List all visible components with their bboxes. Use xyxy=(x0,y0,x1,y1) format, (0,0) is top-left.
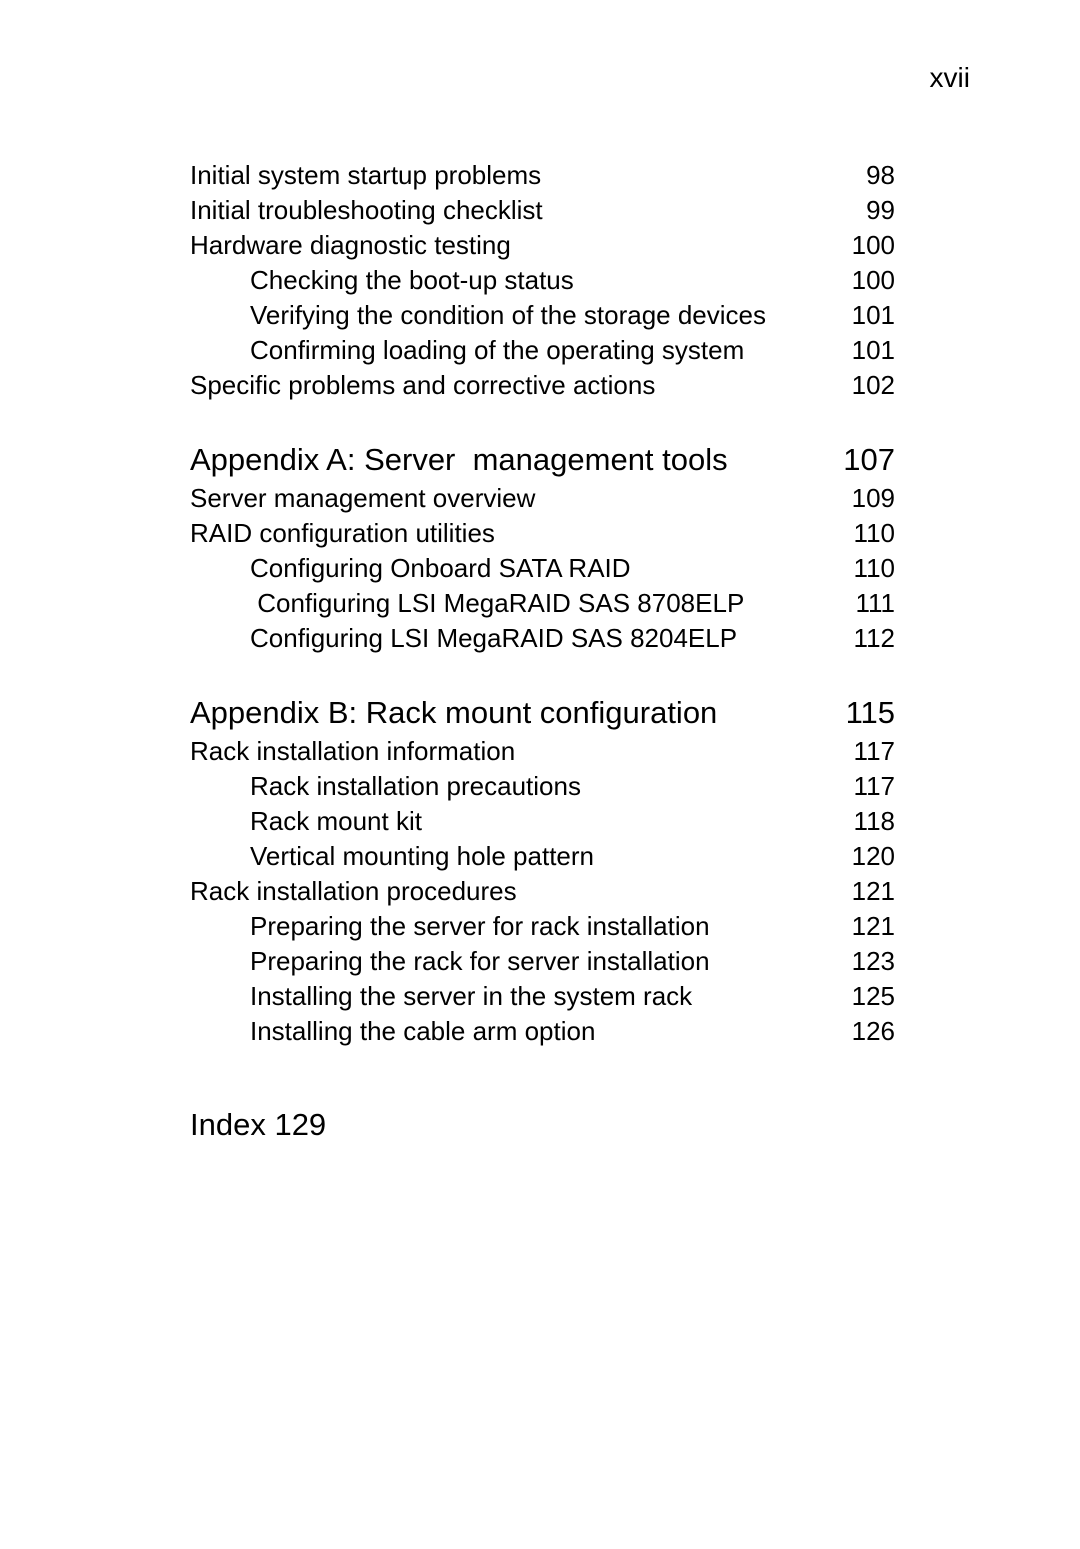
toc-heading-page: 107 xyxy=(825,439,895,481)
toc-entry-label: Preparing the server for rack installati… xyxy=(190,909,710,944)
index-heading-label: Index 129 xyxy=(190,1107,326,1142)
toc-entry-label: Confirming loading of the operating syst… xyxy=(190,333,744,368)
toc-entry-page: 100 xyxy=(825,263,895,298)
toc-entry-label: Configuring Onboard SATA RAID xyxy=(190,551,631,586)
toc-heading-label: Appendix B: Rack mount configuration xyxy=(190,692,717,734)
toc-heading: Appendix B: Rack mount configuration 115 xyxy=(190,692,895,734)
toc-entry-label: Hardware diagnostic testing xyxy=(190,228,511,263)
toc-entry: Verifying the condition of the storage d… xyxy=(190,298,895,333)
toc-entry: Configuring LSI MegaRAID SAS 8204ELP 112 xyxy=(190,621,895,656)
toc-entry-page: 123 xyxy=(825,944,895,979)
toc-entry: Initial system startup problems 98 xyxy=(190,158,895,193)
toc-content: Initial system startup problems 98 Initi… xyxy=(190,158,895,1146)
toc-entry-page: 121 xyxy=(825,874,895,909)
toc-entry-label: Checking the boot-up status xyxy=(190,263,574,298)
toc-entry-label: Installing the server in the system rack xyxy=(190,979,692,1014)
toc-entry: Rack mount kit 118 xyxy=(190,804,895,839)
toc-entry: Preparing the rack for server installati… xyxy=(190,944,895,979)
toc-entry-label: Installing the cable arm option xyxy=(190,1014,595,1049)
toc-entry-page: 110 xyxy=(825,516,895,551)
toc-entry-page: 101 xyxy=(825,298,895,333)
toc-entry: Specific problems and corrective actions… xyxy=(190,368,895,403)
toc-entry-label: Specific problems and corrective actions xyxy=(190,368,655,403)
toc-entry: Confirming loading of the operating syst… xyxy=(190,333,895,368)
toc-entry: Rack installation procedures 121 xyxy=(190,874,895,909)
index-heading: Index 129 xyxy=(190,1104,895,1146)
toc-entry-page: 117 xyxy=(825,734,895,769)
toc-entry-page: 118 xyxy=(825,804,895,839)
toc-entry-label: Rack installation information xyxy=(190,734,515,769)
toc-entry: Rack installation information 117 xyxy=(190,734,895,769)
section-gap xyxy=(190,656,895,692)
toc-entry: Configuring LSI MegaRAID SAS 8708ELP 111 xyxy=(190,586,895,621)
toc-entry: Configuring Onboard SATA RAID 110 xyxy=(190,551,895,586)
toc-entry: Initial troubleshooting checklist 99 xyxy=(190,193,895,228)
toc-entry-page: 125 xyxy=(825,979,895,1014)
toc-entry: Vertical mounting hole pattern 120 xyxy=(190,839,895,874)
toc-entry-label: RAID configuration utilities xyxy=(190,516,495,551)
toc-entry-page: 99 xyxy=(825,193,895,228)
toc-heading: Appendix A: Server management tools 107 xyxy=(190,439,895,481)
toc-entry-label: Rack installation procedures xyxy=(190,874,517,909)
toc-entry: Checking the boot-up status 100 xyxy=(190,263,895,298)
toc-heading-label: Appendix A: Server management tools xyxy=(190,439,728,481)
toc-entry: RAID configuration utilities 110 xyxy=(190,516,895,551)
toc-section-2: Appendix B: Rack mount configuration 115… xyxy=(190,692,895,1049)
toc-entry-label: Preparing the rack for server installati… xyxy=(190,944,710,979)
toc-entry-label: Configuring LSI MegaRAID SAS 8708ELP xyxy=(190,586,744,621)
page-number: xvii xyxy=(930,62,970,94)
toc-entry-label: Server management overview xyxy=(190,481,535,516)
toc-entry-page: 117 xyxy=(825,769,895,804)
toc-entry-page: 102 xyxy=(825,368,895,403)
toc-section-1: Appendix A: Server management tools 107 … xyxy=(190,439,895,656)
page-root: xvii Initial system startup problems 98 … xyxy=(0,0,1080,1549)
toc-heading-page: 115 xyxy=(825,692,895,734)
toc-entry-label: Configuring LSI MegaRAID SAS 8204ELP xyxy=(190,621,737,656)
toc-entry-page: 109 xyxy=(825,481,895,516)
toc-entry-label: Rack installation precautions xyxy=(190,769,581,804)
toc-entry-label: Initial troubleshooting checklist xyxy=(190,193,543,228)
toc-entry-page: 98 xyxy=(825,158,895,193)
toc-entry: Installing the server in the system rack… xyxy=(190,979,895,1014)
toc-entry: Installing the cable arm option 126 xyxy=(190,1014,895,1049)
toc-entry-page: 121 xyxy=(825,909,895,944)
toc-entry-label: Vertical mounting hole pattern xyxy=(190,839,594,874)
toc-section-0: Initial system startup problems 98 Initi… xyxy=(190,158,895,403)
toc-entry: Rack installation precautions 117 xyxy=(190,769,895,804)
toc-entry-page: 120 xyxy=(825,839,895,874)
toc-entry: Preparing the server for rack installati… xyxy=(190,909,895,944)
toc-entry-page: 110 xyxy=(825,551,895,586)
toc-entry-page: 126 xyxy=(825,1014,895,1049)
toc-entry-label: Rack mount kit xyxy=(190,804,422,839)
toc-entry: Server management overview 109 xyxy=(190,481,895,516)
toc-entry: Hardware diagnostic testing 100 xyxy=(190,228,895,263)
section-gap xyxy=(190,403,895,439)
toc-entry-page: 112 xyxy=(825,621,895,656)
toc-entry-page: 111 xyxy=(825,586,895,621)
toc-entry-page: 100 xyxy=(825,228,895,263)
toc-entry-label: Initial system startup problems xyxy=(190,158,541,193)
toc-entry-page: 101 xyxy=(825,333,895,368)
toc-entry-label: Verifying the condition of the storage d… xyxy=(190,298,766,333)
